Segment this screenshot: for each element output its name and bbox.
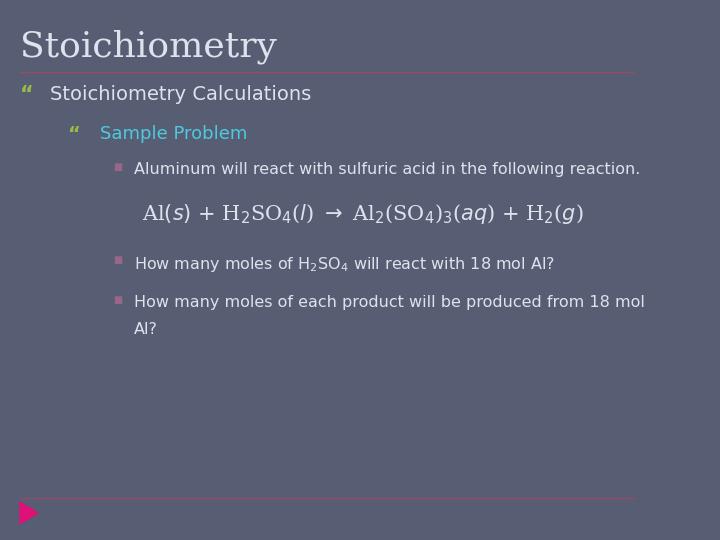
Text: ■: ■ (113, 255, 122, 265)
Text: “: “ (20, 85, 34, 105)
Text: Aluminum will react with sulfuric acid in the following reaction.: Aluminum will react with sulfuric acid i… (134, 162, 641, 177)
Text: How many moles of each product will be produced from 18 mol: How many moles of each product will be p… (134, 295, 645, 310)
Text: Stoichiometry: Stoichiometry (20, 30, 276, 64)
Text: Stoichiometry Calculations: Stoichiometry Calculations (50, 85, 311, 104)
Text: Al$(s)$ + H$_2$SO$_4$($\it{l}$) $\rightarrow$ Al$_2$(SO$_4$)$_3$($\it{aq}$) + H$: Al$(s)$ + H$_2$SO$_4$($\it{l}$) $\righta… (142, 202, 583, 226)
Polygon shape (20, 502, 38, 524)
Text: “: “ (68, 125, 81, 144)
Text: Sample Problem: Sample Problem (99, 125, 247, 143)
Text: ■: ■ (113, 295, 122, 305)
Text: How many moles of H$_2$SO$_4$ will react with 18 mol Al?: How many moles of H$_2$SO$_4$ will react… (134, 255, 555, 274)
Text: ■: ■ (113, 162, 122, 172)
Text: Al?: Al? (134, 322, 158, 337)
